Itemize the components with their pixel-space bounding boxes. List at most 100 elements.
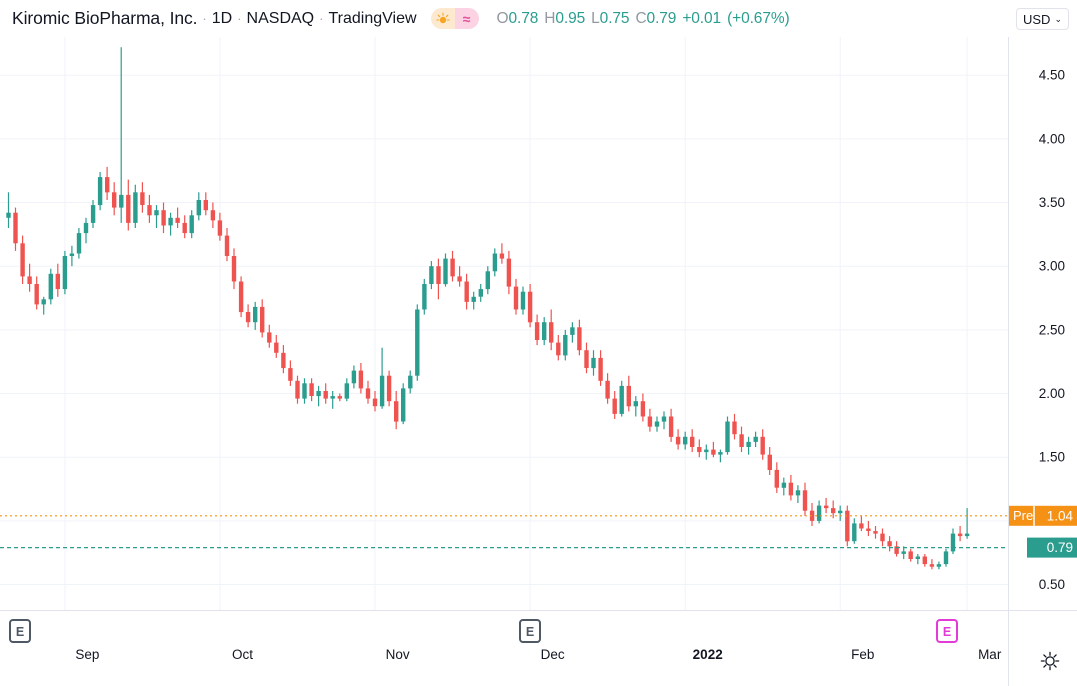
interval-label[interactable]: 1D <box>211 9 233 27</box>
candle <box>746 436 751 455</box>
candle <box>732 413 737 440</box>
candle-body <box>957 533 963 537</box>
candle-body <box>711 449 716 455</box>
candle <box>563 329 568 361</box>
change-value: +0.01 <box>682 9 722 27</box>
candle-body <box>295 380 300 399</box>
candlestick-series <box>0 37 1008 610</box>
last-price-badge[interactable]: 0.79 <box>1027 537 1077 558</box>
candle-body <box>690 436 695 447</box>
candle <box>661 411 667 430</box>
price-tick: 0.50 <box>1039 577 1065 592</box>
candle-body <box>196 200 201 216</box>
candle-body <box>422 284 427 310</box>
exchange-label[interactable]: NASDAQ <box>246 9 315 27</box>
candle <box>168 212 173 236</box>
candle-body <box>210 210 216 221</box>
candle-body <box>668 416 674 437</box>
candle <box>739 426 744 453</box>
candle <box>48 268 53 305</box>
candle <box>556 335 561 361</box>
candle-body <box>41 299 46 305</box>
candle <box>570 322 575 343</box>
candle <box>612 391 617 419</box>
candle-body <box>774 469 779 488</box>
candle-body <box>619 385 624 414</box>
candle <box>126 179 131 231</box>
brand-label[interactable]: TradingView <box>328 9 417 27</box>
candle <box>401 383 406 425</box>
wave-icon[interactable]: ≈ <box>454 8 479 29</box>
candle <box>69 245 75 267</box>
candle-body <box>436 266 441 284</box>
candle <box>549 309 554 351</box>
candle <box>831 500 836 519</box>
time-tick: Oct <box>232 647 253 662</box>
time-tick: Feb <box>851 647 874 662</box>
low-value: 0.75 <box>599 9 630 27</box>
time-axis[interactable]: Sep Oct Nov Dec 2022 Feb Mar <box>0 610 1008 686</box>
candle <box>288 360 293 386</box>
candle <box>133 184 138 228</box>
candle <box>457 266 462 287</box>
candle <box>386 370 392 407</box>
candle-body <box>20 243 25 277</box>
candle-body <box>238 281 244 313</box>
candle <box>260 299 265 338</box>
candle-body <box>105 177 110 193</box>
candle-body <box>605 380 610 399</box>
candle <box>415 304 420 381</box>
candle <box>422 278 427 315</box>
premarket-label: Pre <box>1013 508 1033 523</box>
candle <box>697 439 702 458</box>
candle <box>379 347 385 409</box>
candle-body <box>718 452 723 455</box>
candle-body <box>880 533 885 542</box>
time-tick: 2022 <box>693 647 723 662</box>
candle <box>908 548 913 562</box>
candle-body <box>401 388 406 422</box>
candle-body <box>464 281 469 302</box>
candle <box>76 228 82 259</box>
time-tick: Dec <box>541 647 565 662</box>
candle <box>492 248 498 277</box>
time-tick: Mar <box>978 647 1002 662</box>
time-tick: Sep <box>75 647 99 662</box>
candle <box>309 378 314 402</box>
candle-body <box>337 396 342 399</box>
candle-body <box>852 523 857 542</box>
candle-body <box>6 212 11 218</box>
chart-plot-area[interactable] <box>0 37 1008 610</box>
candle <box>394 391 399 430</box>
candle <box>97 172 103 211</box>
price-tick: 4.50 <box>1039 68 1065 83</box>
candle <box>302 378 307 404</box>
candle <box>175 207 180 228</box>
candle-body <box>816 505 822 521</box>
open-value: 0.78 <box>508 9 539 27</box>
candle <box>253 301 258 330</box>
candle-body <box>802 490 808 511</box>
candle <box>619 380 624 417</box>
candle-body <box>415 309 420 376</box>
symbol-name[interactable]: Kiromic BioPharma, Inc. <box>12 8 198 28</box>
candle-body <box>443 258 448 285</box>
candle-body <box>330 396 335 399</box>
currency-selector[interactable]: USD ⌄ <box>1016 8 1069 30</box>
premarket-price-badge[interactable]: Pre 1.04 <box>1009 505 1077 526</box>
price-axis[interactable]: 4.50 4.00 3.50 3.00 2.50 2.00 1.50 0.50 Pre 1.04 0… <box>1008 37 1077 610</box>
candle <box>788 475 794 501</box>
candle-body <box>859 523 864 529</box>
candle-body <box>499 253 505 259</box>
candle <box>323 383 328 404</box>
sun-icon[interactable] <box>430 8 455 29</box>
change-percent: (+0.67%) <box>727 9 790 27</box>
candle-body <box>887 541 892 547</box>
candle-body <box>168 217 173 226</box>
candle <box>238 276 244 318</box>
gear-icon[interactable] <box>1039 650 1061 672</box>
ohlc-values: O0.78 H0.95 L0.75 C0.79 +0.01 (+0.67%) <box>497 10 790 28</box>
candle <box>337 393 342 402</box>
candle <box>330 391 335 409</box>
candle-body <box>577 327 582 351</box>
